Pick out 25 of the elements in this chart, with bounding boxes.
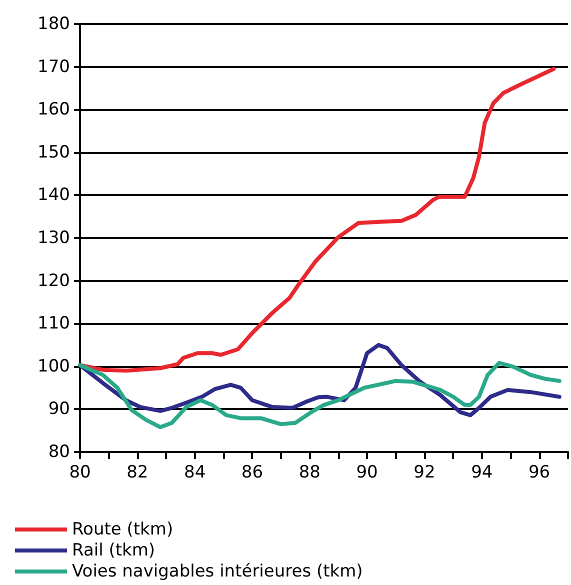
line-series <box>78 360 562 430</box>
y-tick-label: 110 <box>38 314 70 334</box>
y-tick-label: 100 <box>38 356 70 376</box>
x-tick-label: 90 <box>356 462 378 482</box>
y-tick-label: 80 <box>48 442 70 462</box>
y-tick-label: 140 <box>38 185 70 206</box>
y-tick-label: 180 <box>38 14 70 34</box>
x-tick-label: 82 <box>126 462 148 482</box>
legend-label: Route (tkm) <box>72 520 174 540</box>
y-tick-label: 150 <box>38 142 70 162</box>
legend-label: Rail (tkm) <box>72 540 156 560</box>
y-tick-label: 160 <box>38 100 70 120</box>
y-tick-label: 120 <box>38 270 70 291</box>
x-tick-label: 88 <box>298 462 320 482</box>
line-series <box>78 343 562 418</box>
x-tick-label: 92 <box>414 462 436 482</box>
y-tick-label: 170 <box>38 56 70 77</box>
x-tick-label: 80 <box>69 462 91 482</box>
y-tick-label: 130 <box>38 228 70 248</box>
x-tick-label: 86 <box>241 462 264 482</box>
y-tick-label: 90 <box>48 399 70 420</box>
legend-label: Voies navigables intérieures (tkm) <box>72 562 363 582</box>
x-tick-label: 96 <box>528 462 550 482</box>
x-tick-label: 94 <box>471 462 493 482</box>
x-tick-label: 84 <box>184 462 206 482</box>
